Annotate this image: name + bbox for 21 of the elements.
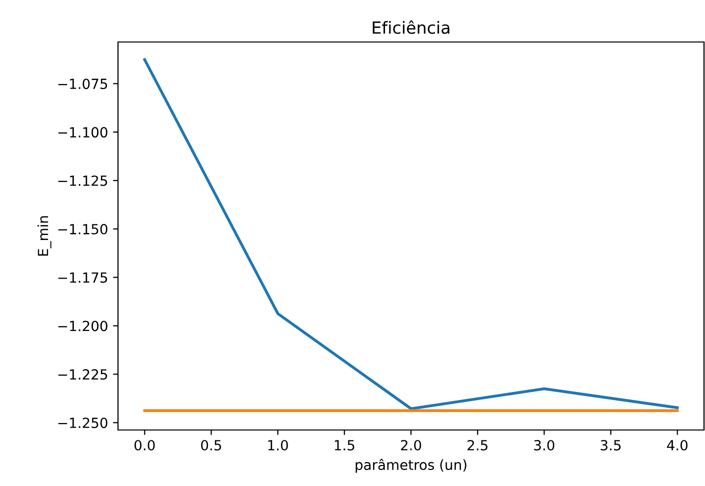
y-tick-label: −1.150 bbox=[58, 224, 108, 234]
x-tick-label: 0.5 bbox=[201, 440, 222, 450]
y-tick-label: −1.200 bbox=[58, 320, 108, 332]
y-tick-label: −1.075 bbox=[58, 78, 108, 90]
x-tick-label: 2.0 bbox=[400, 440, 422, 450]
x-tick-label: 3.0 bbox=[534, 440, 554, 450]
x-tick-label: 3.5 bbox=[600, 440, 621, 450]
x-tick-label: 0.0 bbox=[134, 440, 155, 450]
y-tick-label: −1.250 bbox=[58, 418, 108, 428]
line-series bbox=[143, 58, 679, 410]
x-axis-title: parâmetros (un) bbox=[356, 458, 466, 473]
chart-title: Eficiência bbox=[372, 20, 450, 34]
x-tick-label: 2.5 bbox=[468, 440, 488, 450]
x-tick-label: 4.0 bbox=[667, 440, 688, 450]
y-tick-label: −1.225 bbox=[58, 369, 108, 380]
x-tick-label: 1.0 bbox=[268, 440, 288, 450]
y-axis-title: E_min bbox=[37, 216, 52, 256]
y-tick-label: −1.175 bbox=[58, 272, 108, 283]
y-tick-label: −1.125 bbox=[58, 175, 108, 186]
x-tick-label: 1.5 bbox=[334, 440, 354, 450]
y-tick-label: −1.100 bbox=[58, 127, 108, 138]
